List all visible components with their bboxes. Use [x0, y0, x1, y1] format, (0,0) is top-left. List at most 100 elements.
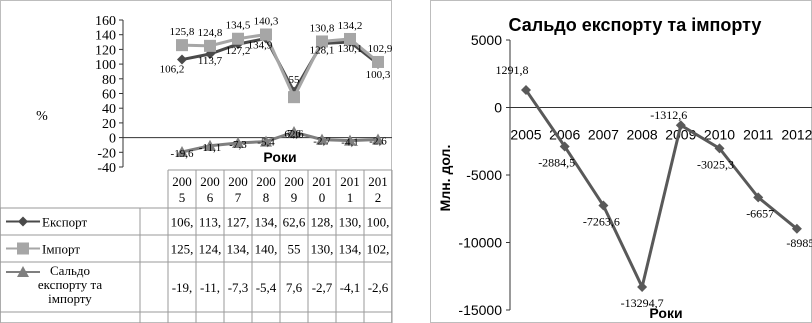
data-point	[288, 91, 300, 104]
category-label: 200	[284, 174, 304, 189]
data-point	[344, 134, 356, 146]
category-label: 9	[291, 190, 298, 205]
x-tick-label: 2008	[627, 127, 658, 143]
category-label: 200	[228, 174, 248, 189]
category-label: 5	[179, 190, 186, 205]
data-point	[204, 139, 216, 151]
data-label: -3025,3	[697, 157, 734, 171]
x-tick-label: 2007	[588, 127, 619, 143]
table-cell: 113,	[199, 215, 221, 230]
legend-marker	[17, 266, 29, 277]
table-cell: 128,	[311, 215, 334, 230]
legend-label: Експорт	[42, 215, 87, 230]
data-label: 113,7	[198, 55, 223, 67]
table-cell: 55	[288, 242, 301, 257]
data-label: 100,3	[366, 69, 391, 81]
data-label: 140,3	[254, 15, 279, 27]
data-point	[177, 54, 187, 65]
series-line	[524, 89, 798, 292]
data-label: 134,9	[248, 39, 273, 51]
category-label: 6	[207, 190, 214, 205]
x-tick-label: 2010	[704, 127, 735, 143]
data-point	[372, 133, 384, 145]
data-label: -1312,6	[650, 108, 687, 122]
category-label: 201	[340, 174, 360, 189]
data-point	[176, 146, 188, 158]
data-point	[232, 32, 244, 45]
data-label: 128,1	[310, 44, 335, 56]
category-label: 200	[256, 174, 276, 189]
trade-balance-plot: Сальдо експорту та імпорту 5000 0 -5000 -100…	[437, 15, 812, 321]
x-tick-label: 2006	[549, 127, 580, 143]
data-label: -5,4	[257, 137, 275, 149]
y-tick-label: -5000	[466, 167, 502, 183]
data-label: 127,2	[226, 45, 251, 57]
data-label: -2884,5	[538, 155, 575, 169]
legend-label: імпорту	[48, 291, 92, 306]
data-label: 130,1	[338, 43, 363, 55]
data-label: 1291,8	[496, 63, 529, 77]
data-label: 125,8	[170, 26, 195, 38]
table-cell: 134,	[255, 215, 278, 230]
category-label: 0	[319, 190, 326, 205]
table-cell: -4,1	[340, 280, 361, 295]
data-point	[559, 141, 570, 152]
y-tick-label: 80	[102, 73, 116, 88]
x-tick-label: 2011	[743, 127, 773, 143]
y-tick-label: 20	[102, 117, 116, 132]
x-axis-label: Роки	[649, 305, 682, 321]
table-cell: 130,	[339, 215, 362, 230]
table-cell: -2,6	[368, 280, 389, 295]
data-point	[714, 143, 725, 154]
data-label: 62,6	[284, 129, 304, 141]
data-label: -7,3	[229, 139, 247, 151]
y-tick-label: 40	[102, 102, 116, 117]
data-point	[316, 35, 328, 48]
data-label: -2,6	[369, 136, 387, 148]
category-label: 7	[235, 190, 242, 205]
data-point	[598, 200, 609, 211]
data-label: 102,9	[368, 43, 393, 55]
data-label: 134,5	[226, 20, 251, 32]
table-cell: 102,	[367, 242, 390, 257]
data-point	[260, 135, 272, 147]
data-point	[675, 120, 686, 131]
category-label: 8	[263, 190, 270, 205]
table-cell: 140,	[255, 242, 278, 257]
y-axis-label: Млн. дол.	[437, 145, 453, 212]
x-axis-label: Роки	[263, 149, 296, 165]
data-point	[204, 39, 216, 52]
x-tick-label: 2012	[781, 127, 812, 143]
y-tick-label: 120	[95, 43, 116, 58]
data-label: 55	[289, 74, 301, 86]
y-tick-label: -10000	[458, 235, 502, 251]
legend-marker	[17, 242, 29, 255]
chart-title: Сальдо експорту та імпорту	[509, 15, 762, 35]
data-point	[753, 192, 764, 203]
y-tick-label: -15000	[458, 302, 502, 318]
data-label: 7,6	[287, 128, 301, 140]
table-cell: 100,	[367, 215, 390, 230]
table-cell: 7,6	[286, 280, 303, 295]
table-cell: -2,7	[312, 280, 333, 295]
data-label: -19,6	[171, 148, 194, 160]
data-point	[232, 136, 244, 148]
category-label: 201	[368, 174, 388, 189]
data-point	[176, 39, 188, 52]
series-line	[181, 130, 379, 154]
trade-percent-plot: 160140120100806040200-20-40%Роки106,2113…	[0, 14, 393, 323]
table-cell: -19,	[172, 280, 193, 295]
legend-label: Імпорт	[42, 242, 80, 257]
data-point	[344, 32, 356, 45]
category-label: 2	[375, 190, 382, 205]
table-cell: 134,	[227, 242, 250, 257]
data-label: -13294,7	[621, 296, 664, 310]
table-cell: -11,	[200, 280, 220, 295]
legend-label: Сальдо	[50, 263, 90, 278]
y-tick-label: 60	[102, 88, 116, 103]
y-axis-label: %	[36, 109, 48, 124]
category-label: 1	[347, 190, 354, 205]
y-tick-label: 0	[494, 100, 502, 116]
legend-label: експорту та	[38, 277, 102, 292]
y-tick-label: 0	[109, 132, 116, 147]
